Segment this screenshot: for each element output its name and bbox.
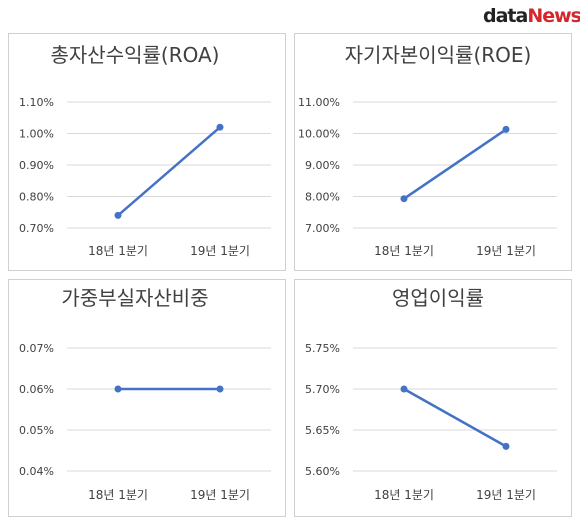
y-tick-label: 11.00% bbox=[298, 96, 340, 109]
y-tick-label: 1.00% bbox=[19, 128, 54, 141]
x-category-label: 19년 1분기 bbox=[476, 244, 536, 258]
y-tick-label: 9.00% bbox=[305, 159, 340, 172]
y-tick-label: 5.75% bbox=[305, 342, 340, 355]
data-point bbox=[502, 442, 510, 450]
y-tick-label: 0.04% bbox=[19, 465, 54, 478]
data-point bbox=[400, 195, 408, 203]
x-category-label: 19년 1분기 bbox=[476, 488, 536, 502]
data-point bbox=[216, 385, 224, 393]
data-point bbox=[114, 211, 122, 219]
x-category-label: 19년 1분기 bbox=[190, 488, 250, 502]
x-category-label: 18년 1분기 bbox=[88, 488, 148, 502]
x-category-label: 18년 1분기 bbox=[374, 244, 434, 258]
y-tick-label: 0.90% bbox=[19, 159, 54, 172]
chart-title: 총자산수익률(ROA) bbox=[51, 43, 220, 67]
series-line bbox=[116, 125, 222, 217]
data-point bbox=[114, 385, 122, 393]
y-tick-label: 5.60% bbox=[305, 465, 340, 478]
y-tick-label: 5.70% bbox=[305, 383, 340, 396]
roe-line-chart: 자기자본이익률(ROE) 7.00% 8.00% 9.00% 10.00% 11.00% 1… bbox=[298, 43, 557, 258]
data-point bbox=[400, 385, 408, 393]
y-tick-label: 7.00% bbox=[305, 222, 340, 235]
x-category-label: 19년 1분기 bbox=[190, 244, 250, 258]
data-point bbox=[502, 125, 510, 133]
x-category-label: 18년 1분기 bbox=[88, 244, 148, 258]
data-point bbox=[216, 123, 224, 131]
y-tick-label: 0.80% bbox=[19, 191, 54, 204]
logo-news-text: News bbox=[527, 5, 580, 27]
x-category-label: 18년 1분기 bbox=[374, 488, 434, 502]
chart-title: 자기자본이익률(ROE) bbox=[345, 43, 532, 67]
chart-panel-weighted-npl: 가중부실자산비중 0.04% 0.05% 0.06% 0.07% 18년 1분기 19년 1… bbox=[8, 279, 286, 517]
chart-panel-roa: 총자산수익률(ROA) 0.70% 0.80% 0.90% 1.00% 1.10% 18년 … bbox=[8, 33, 286, 271]
datanews-logo: dataNews bbox=[483, 4, 580, 28]
y-tick-label: 8.00% bbox=[305, 191, 340, 204]
y-tick-label: 10.00% bbox=[298, 128, 340, 141]
y-tick-label: 0.70% bbox=[19, 222, 54, 235]
y-tick-label: 0.06% bbox=[19, 383, 54, 396]
logo-data-text: data bbox=[483, 5, 528, 27]
chart-title: 가중부실자산비중 bbox=[61, 286, 208, 310]
series-line bbox=[402, 387, 508, 448]
y-tick-label: 0.07% bbox=[19, 342, 54, 355]
chart-title: 영업이익률 bbox=[392, 286, 484, 310]
chart-panel-operating-margin: 영업이익률 5.60% 5.65% 5.70% 5.75% 18년 1분기 19년 1분기 bbox=[294, 279, 572, 517]
chart-panel-roe: 자기자본이익률(ROE) 7.00% 8.00% 9.00% 10.00% 11.00% 1… bbox=[294, 33, 572, 271]
y-tick-label: 1.10% bbox=[19, 96, 54, 109]
roa-line-chart: 총자산수익률(ROA) 0.70% 0.80% 0.90% 1.00% 1.10% 18년 … bbox=[19, 43, 271, 258]
weighted-npl-line-chart: 가중부실자산비중 0.04% 0.05% 0.06% 0.07% 18년 1분기 19년 1… bbox=[19, 286, 271, 502]
series-line bbox=[402, 128, 508, 200]
operating-margin-line-chart: 영업이익률 5.60% 5.65% 5.70% 5.75% 18년 1분기 19년 1분기 bbox=[305, 286, 557, 502]
y-tick-label: 5.65% bbox=[305, 424, 340, 437]
y-tick-label: 0.05% bbox=[19, 424, 54, 437]
